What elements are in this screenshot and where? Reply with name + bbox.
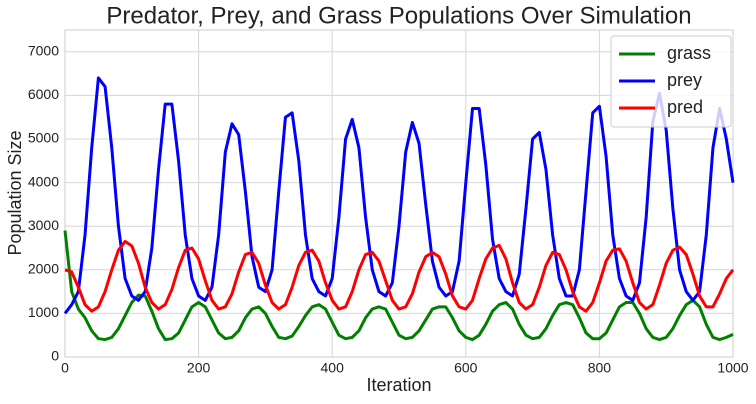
y-tick-label: 1000 <box>28 304 59 320</box>
y-tick-label: 7000 <box>28 43 59 59</box>
legend-label: pred <box>667 97 703 117</box>
series-line <box>64 239 735 313</box>
series-line <box>63 76 735 315</box>
x-tick-label: 1000 <box>717 360 748 376</box>
x-tick-label: 200 <box>187 360 211 376</box>
y-tick-label: 0 <box>51 348 59 364</box>
plot-frame <box>64 29 734 358</box>
x-tick-label: 800 <box>588 360 612 376</box>
x-tick-label: 400 <box>321 360 345 376</box>
y-tick-label: 6000 <box>28 86 59 102</box>
y-tick-label: 5000 <box>28 130 59 146</box>
x-tick-label: 600 <box>454 360 478 376</box>
x-tick-label: 0 <box>61 360 69 376</box>
y-tick-label: 3000 <box>28 217 59 233</box>
chart-title: Predator, Prey, and Grass Populations Ov… <box>106 2 691 29</box>
y-tick-label: 2000 <box>28 261 59 277</box>
legend-label: grass <box>667 43 711 63</box>
legend-label: prey <box>667 70 702 90</box>
y-axis-label: Population Size <box>5 130 25 255</box>
y-tick-label: 4000 <box>28 173 59 189</box>
series-line <box>63 230 734 342</box>
x-axis-label: Iteration <box>366 375 431 395</box>
legend-box <box>610 35 732 128</box>
